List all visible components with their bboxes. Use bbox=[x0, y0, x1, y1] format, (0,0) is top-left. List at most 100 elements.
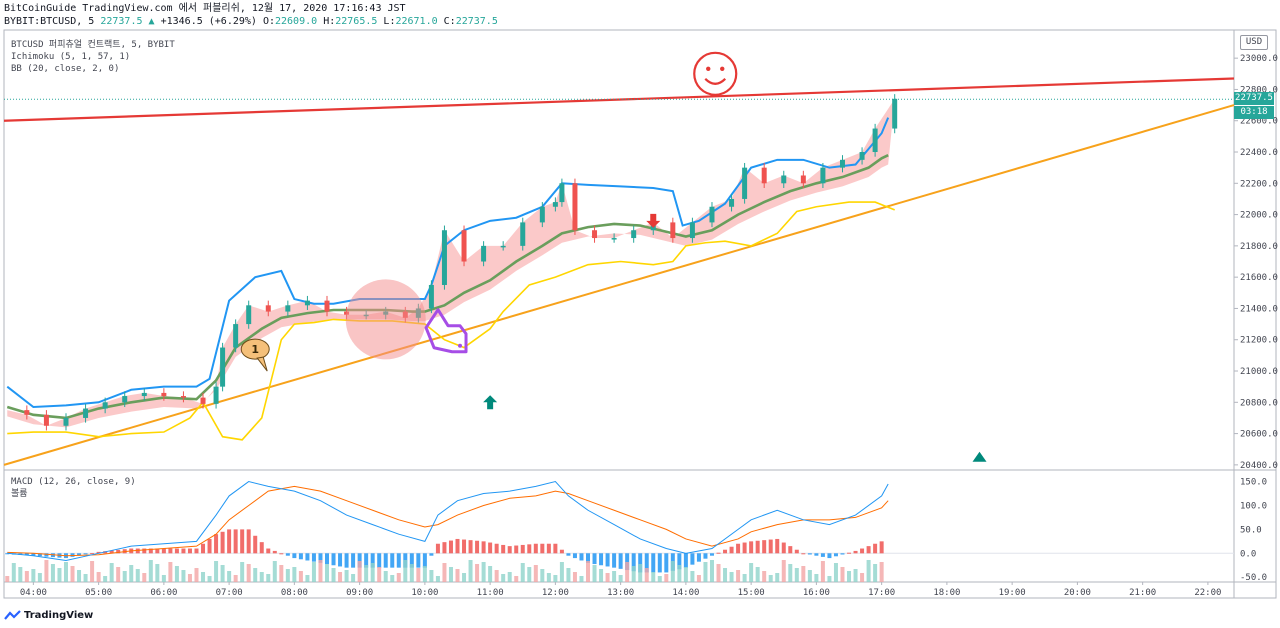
volume-bar bbox=[435, 576, 440, 582]
candle-body bbox=[180, 396, 186, 398]
candle-body bbox=[892, 98, 898, 129]
macd-hist-bar bbox=[683, 553, 688, 568]
macd-hist-bar bbox=[775, 538, 780, 554]
time-tick-label: 17:00 bbox=[868, 588, 895, 598]
currency-button[interactable]: USD bbox=[1240, 35, 1268, 50]
time-tick-label: 12:00 bbox=[542, 588, 569, 598]
candle-body bbox=[200, 397, 206, 404]
legend-title[interactable]: BTCUSD 퍼피츄얼 컨트랙트, 5, BYBIT bbox=[11, 40, 175, 50]
volume-bar bbox=[116, 567, 121, 582]
volume-bar bbox=[305, 575, 310, 582]
volume-bar bbox=[866, 560, 871, 582]
candle-body bbox=[285, 305, 291, 312]
volume-bar bbox=[566, 568, 571, 582]
volume-bar bbox=[651, 572, 656, 582]
bb-basis-line bbox=[6, 153, 889, 420]
volume-bar bbox=[396, 573, 401, 582]
volume-bar bbox=[690, 571, 695, 582]
macd-hist-bar bbox=[83, 553, 88, 555]
macd-hist-bar bbox=[364, 553, 369, 568]
volume-bar bbox=[403, 560, 408, 582]
macd-hist-bar bbox=[709, 553, 714, 556]
volume-bar bbox=[31, 569, 36, 582]
macd-hist-bar bbox=[279, 553, 284, 555]
candle-body bbox=[559, 183, 565, 203]
legend-volume[interactable]: 볼륨 bbox=[11, 489, 28, 499]
volume-bar bbox=[847, 571, 852, 582]
candle-body bbox=[820, 167, 826, 184]
macd-hist-bar bbox=[370, 553, 375, 568]
volume-bar bbox=[579, 576, 584, 582]
volume-bar bbox=[122, 571, 127, 582]
macd-hist-bar bbox=[716, 552, 721, 554]
time-tick-label: 08:00 bbox=[281, 588, 308, 598]
time-tick-label: 05:00 bbox=[85, 588, 112, 598]
volume-bar bbox=[227, 571, 232, 582]
macd-hist-bar bbox=[807, 553, 812, 555]
candle-body bbox=[43, 414, 49, 426]
macd-hist-bar bbox=[481, 541, 486, 554]
highlight-circle bbox=[345, 279, 426, 360]
volume-bar bbox=[214, 561, 219, 582]
volume-bar bbox=[57, 568, 62, 582]
volume-bar bbox=[546, 573, 551, 582]
macd-hist-bar bbox=[579, 553, 584, 561]
volume-bar bbox=[638, 564, 643, 582]
volume-bar bbox=[448, 567, 453, 582]
volume-bar bbox=[37, 573, 42, 582]
macd-hist-bar bbox=[690, 553, 695, 565]
time-tick-label: 10:00 bbox=[411, 588, 438, 598]
candle-body bbox=[481, 245, 487, 262]
macd-hist-bar bbox=[435, 543, 440, 554]
legend-ichimoku[interactable]: Ichimoku (5, 1, 57, 1) bbox=[11, 52, 131, 62]
price-tick-label: 20800.0 bbox=[1240, 398, 1278, 408]
last-price: 22737.5 bbox=[100, 16, 143, 27]
candle-body bbox=[428, 284, 434, 309]
macd-hist-bar bbox=[840, 553, 845, 555]
volume-bar bbox=[266, 574, 271, 582]
candle-body bbox=[441, 230, 447, 285]
volume-bar bbox=[364, 565, 369, 582]
volume-bar bbox=[736, 570, 741, 582]
candle-body bbox=[233, 324, 239, 348]
volume-bar bbox=[351, 574, 356, 582]
macd-hist-bar bbox=[781, 542, 786, 554]
volume-bar bbox=[775, 573, 780, 582]
macd-hist-bar bbox=[657, 553, 662, 573]
macd-hist-bar bbox=[272, 550, 277, 554]
volume-bar bbox=[677, 565, 682, 582]
macd-hist-bar bbox=[351, 553, 356, 568]
price-tick-label: 22600.0 bbox=[1240, 117, 1278, 127]
macd-hist-bar bbox=[44, 553, 49, 557]
macd-hist-bar bbox=[240, 529, 245, 554]
time-tick-label: 21:00 bbox=[1129, 588, 1156, 598]
macd-hist-bar bbox=[847, 552, 852, 554]
macd-hist-bar bbox=[207, 538, 212, 554]
legend-macd[interactable]: MACD (12, 26, close, 9) bbox=[11, 477, 136, 487]
macd-hist-bar bbox=[729, 546, 734, 554]
volume-bar bbox=[129, 565, 134, 582]
macd-hist-bar bbox=[462, 539, 467, 554]
candle-body bbox=[102, 402, 108, 409]
macd-hist-bar bbox=[90, 553, 95, 555]
price-tag: 22737.5 bbox=[1234, 92, 1274, 105]
volume-bar bbox=[586, 561, 591, 582]
price-tick-label: 22200.0 bbox=[1240, 179, 1278, 189]
volume-bar bbox=[709, 560, 714, 582]
macd-hist-bar bbox=[860, 548, 865, 554]
macd-hist-bar bbox=[749, 541, 754, 554]
legend-bb[interactable]: BB (20, close, 2, 0) bbox=[11, 64, 120, 74]
macd-hist-bar bbox=[631, 553, 636, 572]
time-tick-label: 09:00 bbox=[346, 588, 373, 598]
publish-line: BitCoinGuide TradingView.com 에서 퍼블리쉬, 12… bbox=[4, 3, 406, 14]
candle-body bbox=[859, 152, 865, 160]
candle-body bbox=[141, 392, 147, 397]
macd-hist-bar bbox=[572, 553, 577, 559]
volume-bar bbox=[664, 574, 669, 582]
high-label: H: bbox=[323, 16, 336, 27]
macd-hist-bar bbox=[566, 553, 571, 556]
macd-hist-bar bbox=[214, 534, 219, 554]
macd-hist-bar bbox=[853, 550, 858, 554]
arrow-down-icon bbox=[646, 213, 661, 228]
